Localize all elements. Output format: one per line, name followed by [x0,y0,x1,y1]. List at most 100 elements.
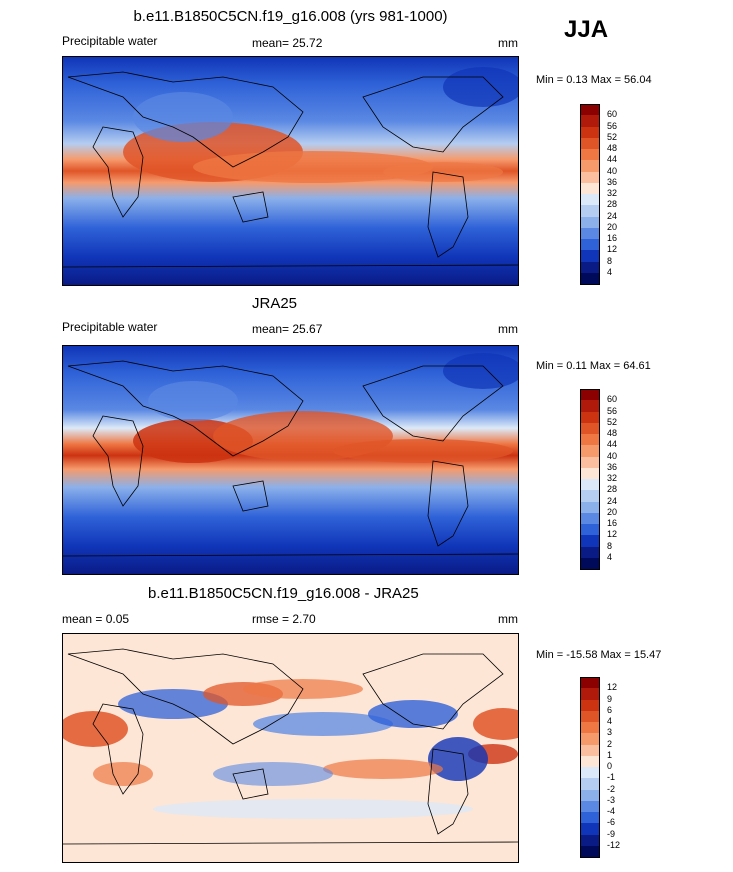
colorbar-swatch [580,688,600,700]
colorbar-tick-label: 52 [607,416,618,427]
colorbar-swatch [580,171,600,184]
colorbar-tick-label: 24 [607,495,618,506]
colorbar-swatch [580,434,600,446]
colorbar-swatch [580,710,600,723]
panel-2-title: JRA25 [252,295,298,312]
colorbar-swatch [580,823,600,835]
colorbar-swatch [580,115,600,127]
panel-1-minmax: Min = 0.13 Max = 56.04 [536,74,652,86]
colorbar-swatch [580,182,600,195]
colorbar-swatch [580,194,600,206]
colorbar-swatch [580,456,600,469]
panel-3-map [62,633,519,863]
colorbar-swatch [580,722,600,734]
colorbar-swatch [580,677,600,689]
colorbar-swatch [580,227,600,240]
colorbar-swatch [580,512,600,525]
colorbar-swatch [580,400,600,412]
colorbar-tick-label: 32 [607,188,618,198]
colorbar-tick-label: -2 [607,783,616,794]
colorbar-swatch [580,239,600,251]
colorbar-tick-label: -3 [607,794,616,805]
colorbar-swatch [580,834,600,847]
panel-3-mean: mean = 0.05 [62,612,130,626]
colorbar-swatch [580,699,600,712]
colorbar-tick-label: -6 [607,817,616,828]
colorbar-swatch [580,845,600,858]
colorbar-swatch [580,755,600,768]
colorbar-tick-label: 3 [607,727,613,738]
colorbar-tick-label: 12 [607,682,618,693]
panel-2-map [62,345,519,575]
colorbar-tick-label: 40 [607,450,618,461]
colorbar-swatch [580,216,600,229]
season-label: JJA [564,16,609,43]
colorbar-swatch [580,149,600,161]
colorbar-tick-label: 20 [607,506,618,517]
panel-1-mean: mean= 25.72 [252,36,323,50]
colorbar-tick-label: 28 [607,484,618,495]
colorbar-tick-label: 36 [607,461,618,472]
colorbar-swatch [580,272,600,285]
panel-3-title: b.e11.B1850C5CN.f19_g16.008 - JRA25 [148,585,419,602]
colorbar-swatch [580,261,600,274]
colorbar-swatch [580,467,600,480]
colorbar-tick-label: 48 [607,428,618,438]
colorbar-tick-label: -9 [607,828,616,839]
colorbar-tick-label: 9 [607,693,613,704]
colorbar-tick-label: 12 [607,244,618,255]
panel-2-units: mm [498,322,518,336]
panel-1-units: mm [498,36,518,50]
colorbar-tick-label: 0 [607,761,613,771]
colorbar-tick-label: 20 [607,221,618,232]
colorbar-tick-label: 44 [607,439,618,450]
panel-3-units: mm [498,612,518,626]
colorbar-tick-label: 56 [607,405,618,416]
colorbar-tick-label: 40 [607,165,618,176]
colorbar-tick-label: -4 [607,806,616,816]
colorbar-swatch [580,535,600,547]
colorbar-swatch [580,445,600,457]
colorbar-tick-label: 6 [607,704,613,715]
colorbar-tick-label: 52 [607,131,618,142]
colorbar-tick-label: 12 [607,529,618,540]
colorbar-tick-label: 16 [607,233,618,243]
colorbar-tick-label: 44 [607,154,618,165]
colorbar-swatch [580,501,600,514]
colorbar-swatch [580,389,600,401]
colorbar-swatch [580,104,600,116]
colorbar-swatch [580,524,600,536]
colorbar-swatch [580,557,600,570]
colorbar-tick-label: 56 [607,120,618,131]
panel-2-variable-label: Precipitable water [62,320,158,334]
colorbar-tick-label: 1 [607,749,613,760]
colorbar-tick-label: 28 [607,199,618,210]
colorbar-tick-label: 16 [607,518,618,528]
colorbar-swatch [580,250,600,262]
panel-2-mean: mean= 25.67 [252,322,323,336]
panel-1-title: b.e11.B1850C5CN.f19_g16.008 (yrs 981-100… [133,8,448,25]
colorbar-swatch [580,767,600,779]
colorbar-swatch [580,812,600,824]
colorbar-tick-label: 4 [607,266,613,277]
colorbar-tick-label: 48 [607,143,618,153]
colorbar-swatch [580,490,600,502]
colorbar-tick-label: 32 [607,473,618,483]
colorbar-tick-label: 4 [607,716,613,726]
colorbar-swatch [580,160,600,172]
colorbar-swatch [580,789,600,802]
panel-1-map [62,56,519,286]
colorbar-tick-label: 36 [607,176,618,187]
panel-3-minmax: Min = -15.58 Max = 15.47 [536,649,662,661]
colorbar-tick-label: 2 [607,738,613,749]
colorbar-tick-label: -1 [607,772,616,783]
colorbar-swatch [580,546,600,559]
colorbar-swatch [580,778,600,790]
panel-1-variable-label: Precipitable water [62,34,158,48]
panel-3-rmse: rmse = 2.70 [252,612,316,626]
colorbar-tick-label: 4 [607,551,613,562]
colorbar-swatch [580,126,600,139]
colorbar-swatch [580,422,600,435]
colorbar-swatch [580,411,600,424]
colorbar-tick-label: 60 [607,109,618,120]
